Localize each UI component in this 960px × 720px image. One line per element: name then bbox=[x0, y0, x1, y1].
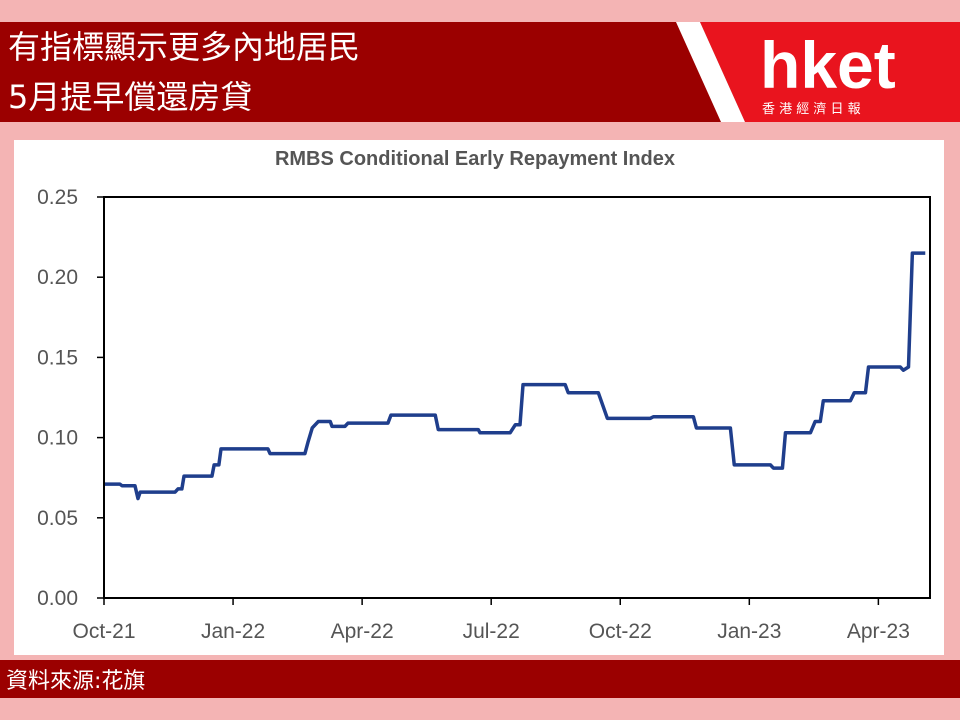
y-tick-label: 0.25 bbox=[37, 186, 78, 209]
x-tick-label: Apr-23 bbox=[847, 620, 910, 643]
y-tick-label: 0.15 bbox=[37, 346, 78, 369]
x-tick-label: Oct-21 bbox=[72, 620, 135, 643]
x-tick-label: Oct-22 bbox=[589, 620, 652, 643]
x-tick-label: Jan-23 bbox=[717, 620, 781, 643]
footer-band bbox=[0, 660, 960, 698]
header-title: 有指標顯示更多內地居民 bbox=[8, 28, 360, 66]
plot-frame bbox=[103, 196, 931, 599]
data-line bbox=[104, 251, 926, 501]
logo-bg bbox=[700, 22, 960, 122]
x-tick-label: Apr-22 bbox=[331, 620, 394, 643]
header-title: 5月提早償還房貸 bbox=[8, 78, 252, 116]
source: 資料來源:花旗 bbox=[6, 669, 145, 694]
logo-tagline: 香 港 經 濟 日 報 bbox=[762, 101, 861, 117]
y-tick-label: 0.05 bbox=[37, 507, 78, 530]
chart-title: RMBS Conditional Early Repayment Index bbox=[275, 148, 675, 170]
logo-stripe bbox=[676, 22, 745, 122]
y-tick-label: 0.00 bbox=[37, 587, 78, 610]
y-tick-label: 0.20 bbox=[37, 266, 78, 289]
x-tick-label: Jul-22 bbox=[463, 620, 520, 643]
chart-panel bbox=[14, 140, 944, 655]
logo-name: hket bbox=[760, 28, 896, 102]
y-tick-label: 0.10 bbox=[37, 427, 78, 450]
x-tick-label: Jan-22 bbox=[201, 620, 265, 643]
